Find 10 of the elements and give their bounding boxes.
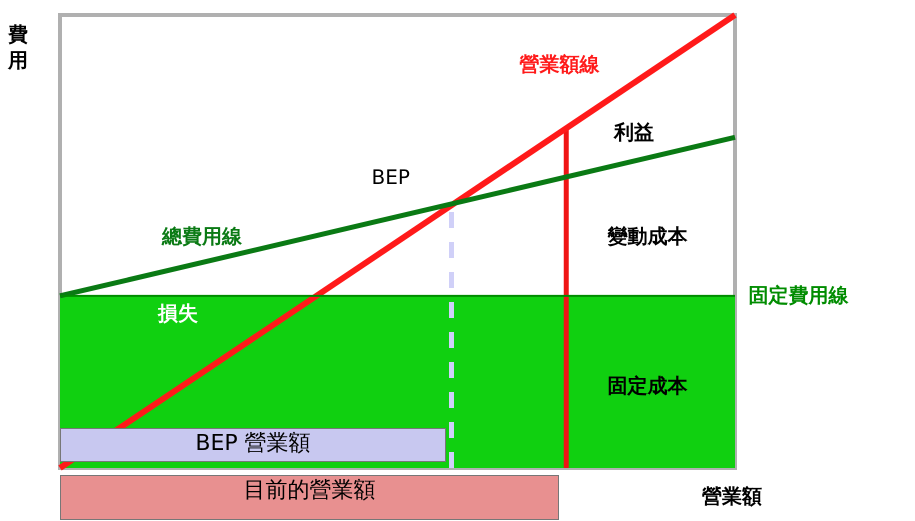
series-label: 固定費用線 [748,282,850,307]
annotation: BEP [372,165,410,190]
annotation: 利益 [612,120,654,144]
annotation: 變動成本 [607,224,688,248]
series-label: 營業額線 [520,52,600,76]
series-label: 總費用線 [160,224,243,248]
annotation: 損失 [157,300,198,325]
x-axis-title: 營業額 [702,484,762,508]
y-axis-title: 費用 [7,22,28,72]
band-label: 固定成本 [607,373,688,398]
